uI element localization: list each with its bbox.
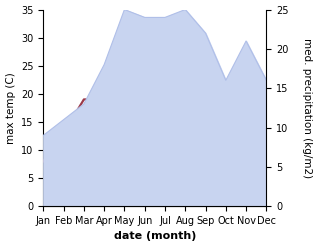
Y-axis label: max temp (C): max temp (C) xyxy=(5,72,16,144)
X-axis label: date (month): date (month) xyxy=(114,231,196,242)
Y-axis label: med. precipitation (kg/m2): med. precipitation (kg/m2) xyxy=(302,38,313,178)
